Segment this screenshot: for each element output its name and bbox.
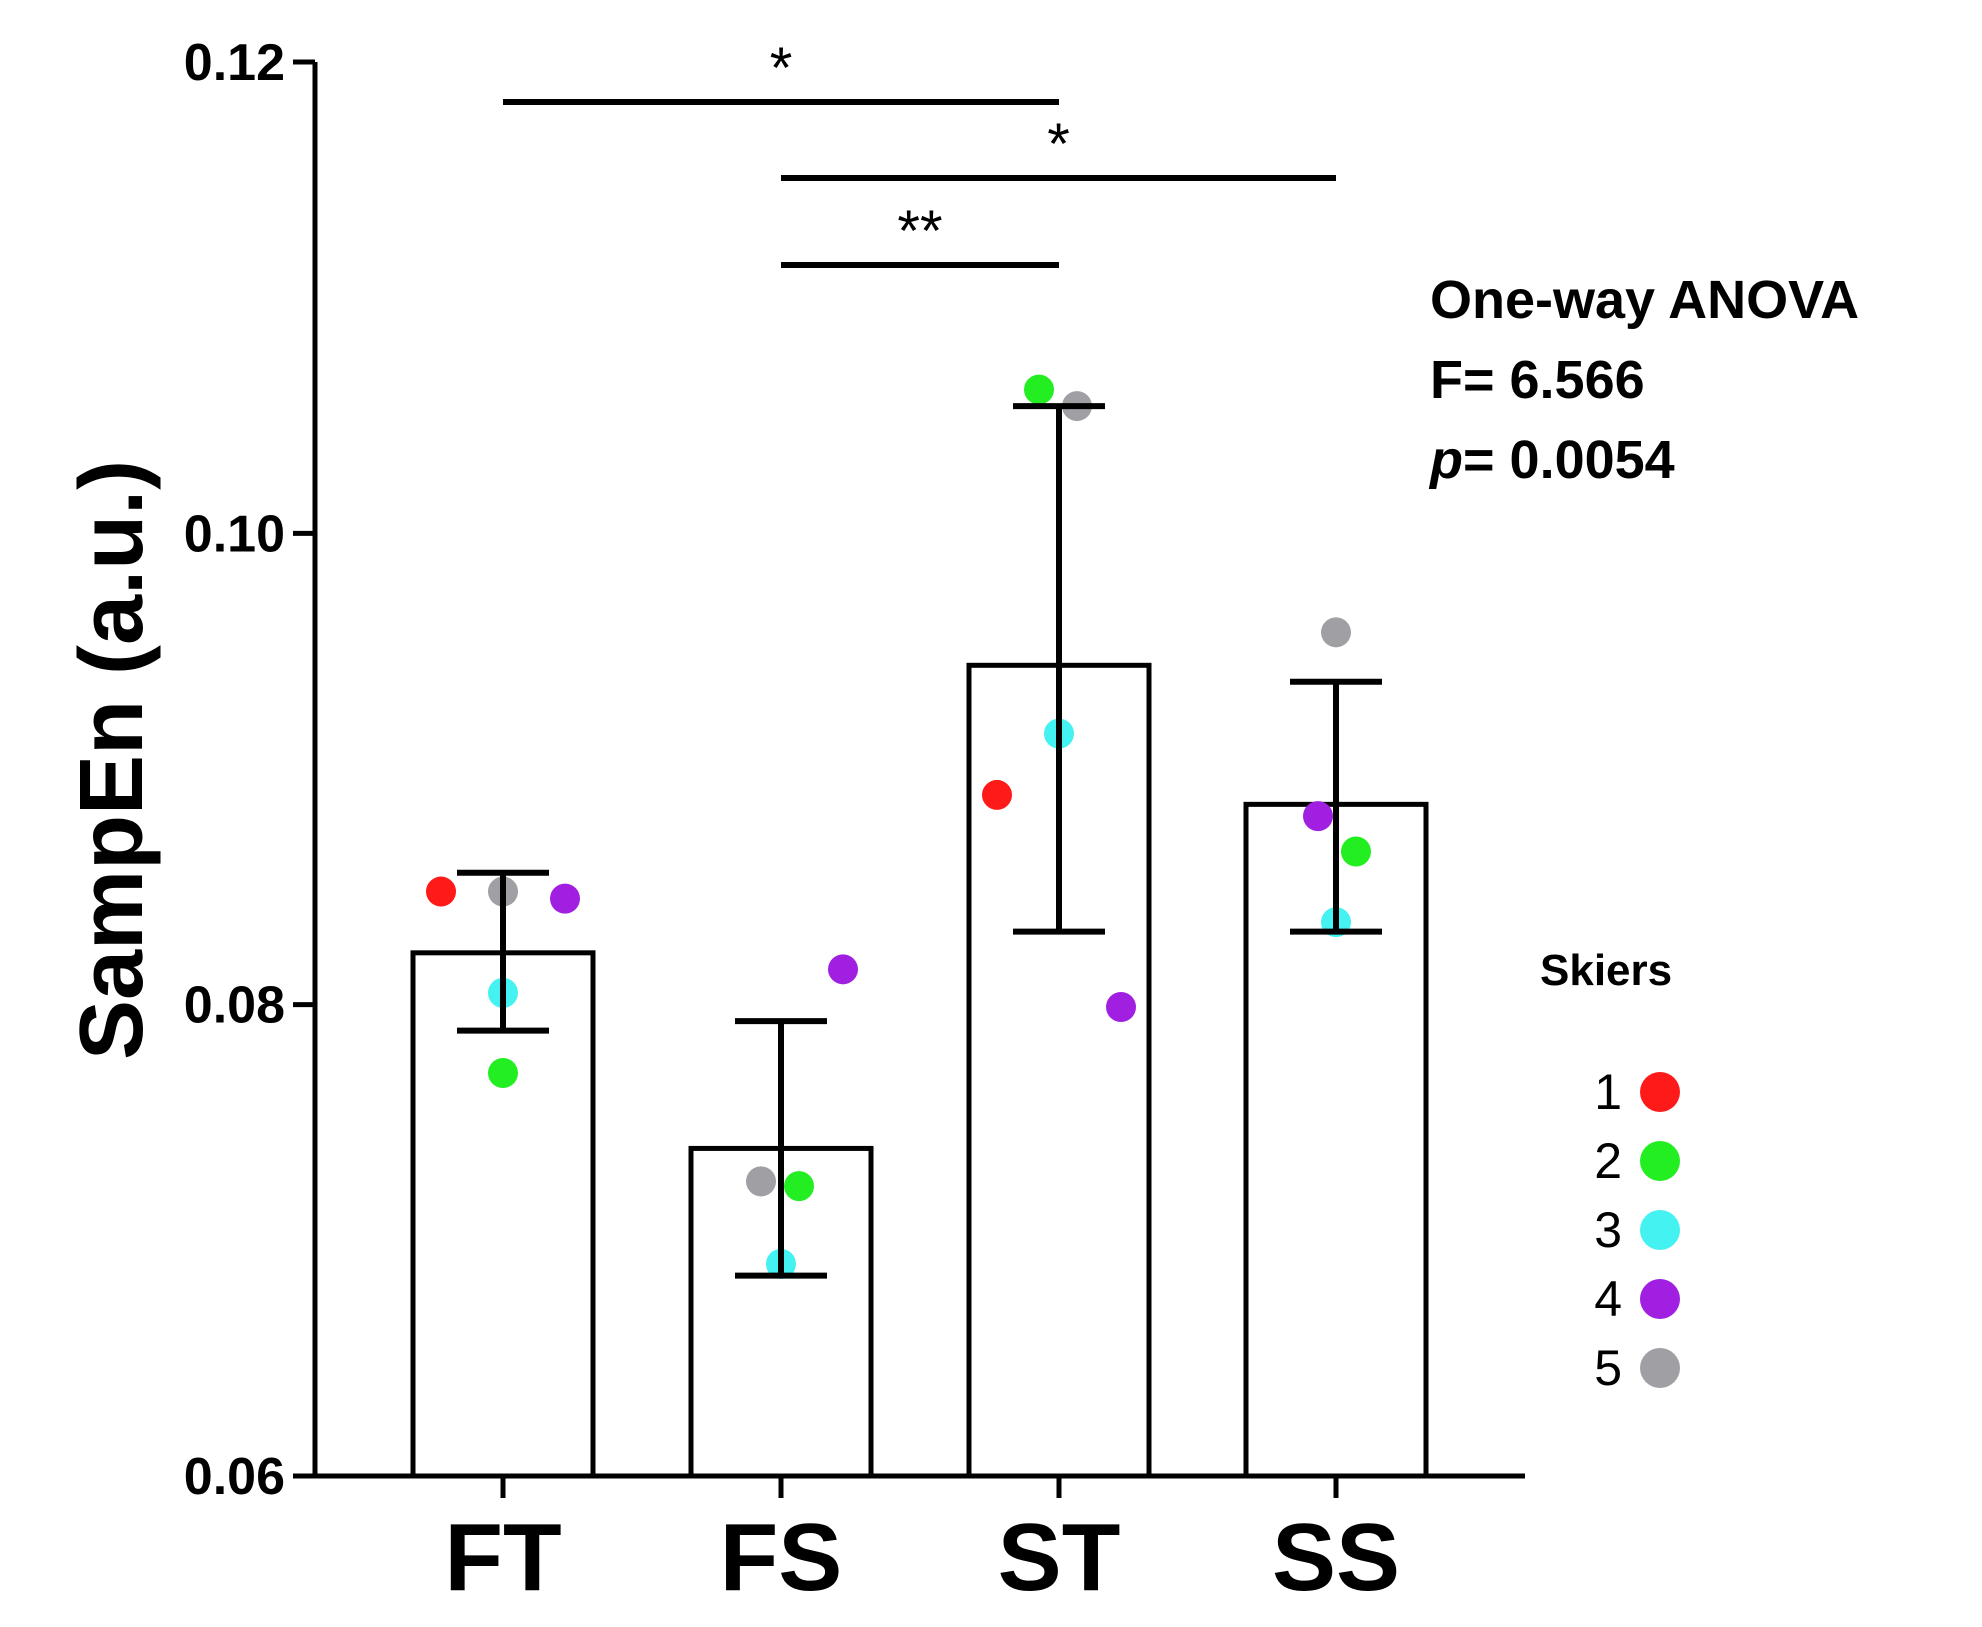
data-point-skier-5 [1321,617,1351,648]
data-point-skier-4 [1303,801,1333,832]
x-tick-label-ft: FT [444,1504,561,1611]
bars-layer [410,662,1429,1479]
y-tick-label: 0.12 [184,34,285,92]
x-tick-label-fs: FS [720,1504,843,1611]
legend-label-3: 3 [1594,1202,1622,1258]
legend-swatch-3 [1640,1210,1680,1250]
anova-f-statistic: F= 6.566 [1430,350,1645,410]
anova-title: One-way ANOVA [1430,270,1859,330]
legend-swatch-4 [1640,1279,1680,1319]
y-tick-label: 0.06 [184,1448,285,1506]
anova-p-symbol: p [1428,430,1463,490]
x-tick-label-ss: SS [1272,1504,1400,1611]
data-point-skier-2 [488,1058,518,1089]
legend-label-4: 4 [1594,1271,1622,1327]
data-point-skier-1 [982,779,1012,810]
legend-label-5: 5 [1594,1340,1622,1396]
data-point-skier-2 [1341,836,1371,867]
significance-label: * [770,36,793,101]
axes-layer: 0.06 0.08 0.10 0.12 FT FS ST SS [184,34,1525,1611]
y-tick-label: 0.08 [184,977,285,1035]
legend: Skiers 1 2 3 4 5 [1540,946,1680,1396]
legend-label-2: 2 [1594,1133,1622,1189]
legend-swatch-1 [1640,1072,1680,1112]
legend-swatch-2 [1640,1141,1680,1181]
points-layer [426,374,1371,1279]
anova-annotation: One-way ANOVA F= 6.566 p= 0.0054 [1428,270,1859,490]
error-bars-layer [457,403,1382,1279]
data-point-skier-1 [426,876,456,907]
legend-label-1: 1 [1594,1064,1622,1120]
data-point-skier-2 [784,1171,814,1202]
x-tick-label-st: ST [998,1504,1121,1611]
significance-label: ** [897,199,942,264]
legend-swatch-5 [1640,1348,1680,1388]
data-point-skier-2 [1024,374,1054,405]
data-point-skier-5 [746,1166,776,1197]
data-point-skier-4 [828,954,858,985]
y-tick-label: 0.10 [184,505,285,563]
data-point-skier-4 [1106,992,1136,1023]
anova-p-line: p= 0.0054 [1428,430,1675,490]
significance-label: * [1047,112,1070,177]
anova-p-value: = 0.0054 [1463,430,1675,490]
significance-layer: **** [503,36,1336,268]
y-axis-label: SampEn (a.u.) [62,460,162,1060]
data-point-skier-4 [550,883,580,914]
legend-title: Skiers [1540,946,1672,995]
